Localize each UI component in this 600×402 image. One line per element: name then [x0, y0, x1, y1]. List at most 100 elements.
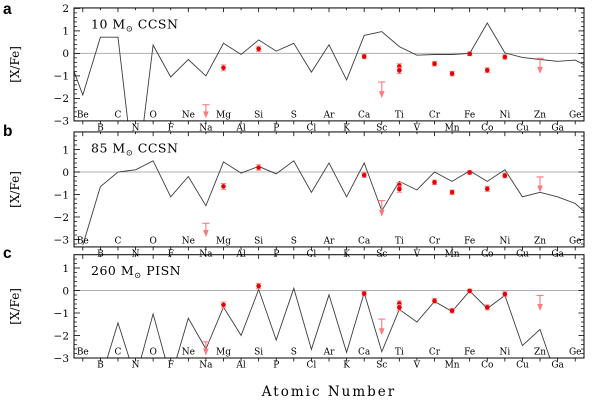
panel-letter-a: a [3, 1, 12, 18]
data-point-Si [256, 165, 261, 170]
observed-data-a [202, 45, 544, 119]
model-line-b [82, 160, 584, 246]
y-tick-label: −3 [54, 234, 69, 246]
data-point-Cr [432, 61, 437, 67]
data-point-Si [256, 46, 261, 52]
element-label-Ne: Ne [182, 236, 195, 246]
panel-frame [73, 254, 585, 359]
panel-letter-b: b [3, 123, 12, 140]
upper-limit-arrow-Zn [537, 303, 543, 311]
element-label-S: S [291, 236, 297, 246]
element-label-Ne: Ne [182, 348, 195, 358]
element-label-Ti: Ti [395, 236, 404, 246]
data-point-Ni [502, 54, 508, 60]
element-label-O: O [149, 110, 156, 120]
panel-title: 85 M⊙ CCSN [91, 140, 178, 158]
model-line-c [106, 286, 551, 359]
element-label-Cl: Cl [307, 360, 317, 370]
upper-limit-arrow-Zn [537, 66, 543, 74]
element-label-K: K [343, 360, 350, 370]
element-label-Ar: Ar [323, 110, 335, 120]
data-point-Mg [221, 65, 226, 71]
element-label-Be: Be [77, 348, 89, 358]
element-label-Cu: Cu [516, 360, 529, 370]
data-point-TiII [397, 305, 402, 310]
element-label-Sc: Sc [376, 360, 387, 370]
data-point-Ca [361, 54, 367, 59]
panel-title: 260 M⊙ PISN [91, 263, 181, 281]
element-label-Ge: Ge [569, 236, 582, 246]
y-tick-label: −3 [54, 353, 69, 365]
data-point-Mg [221, 184, 226, 189]
data-point-Mn [449, 308, 455, 314]
element-label-Cr: Cr [429, 236, 441, 246]
element-label-Ne: Ne [182, 110, 195, 120]
data-point-Mg [221, 302, 226, 308]
panel-frame [73, 7, 585, 122]
observed-data-b [202, 164, 544, 237]
element-label-Ar: Ar [323, 236, 335, 246]
element-label-Zn: Zn [534, 236, 546, 246]
element-label-Al: Al [235, 123, 245, 133]
data-point-Co [484, 67, 490, 73]
data-point-Cr [432, 298, 437, 304]
element-label-Fe: Fe [464, 236, 475, 246]
element-label-Co: Co [481, 360, 493, 370]
element-label-Zn: Zn [534, 348, 546, 358]
element-label-Ga: Ga [551, 360, 564, 370]
data-point-TiII [397, 68, 402, 73]
y-tick-label: −2 [54, 93, 69, 105]
panel-frame [73, 131, 585, 248]
element-label-Cl: Cl [307, 123, 317, 133]
y-tick-label: −1 [54, 308, 69, 320]
y-tick-label: 2 [62, 3, 69, 15]
element-label-Ni: Ni [499, 110, 510, 120]
y-tick-label: −1 [54, 189, 69, 201]
data-point-Ni [502, 173, 508, 178]
upper-limit-arrow-Na [203, 111, 209, 119]
data-point-TiII [397, 186, 402, 192]
element-label-Na: Na [199, 123, 213, 133]
element-label-C: C [115, 348, 122, 358]
y-tick-label: 1 [62, 26, 69, 38]
element-label-Mg: Mg [216, 236, 231, 246]
y-tick-label: −1 [54, 71, 69, 83]
panel-c: 10−1−2−3BeBCNOFNeNaMgAlSiPSClArKCaScTiVC… [3, 245, 585, 370]
element-label-Ti: Ti [395, 348, 404, 358]
panel-title: 10 M⊙ CCSN [91, 16, 178, 34]
element-label-B: B [97, 360, 104, 370]
element-label-Co: Co [481, 123, 493, 133]
element-label-P: P [273, 123, 279, 133]
element-label-Be: Be [77, 110, 89, 120]
element-label-S: S [291, 348, 297, 358]
element-label-F: F [168, 360, 174, 370]
data-point-Fe [467, 51, 472, 57]
element-label-Ni: Ni [499, 236, 510, 246]
data-point-Co [484, 186, 490, 192]
data-point-Ca [361, 291, 367, 296]
y-tick-label: 0 [62, 167, 69, 179]
model-line-a [74, 22, 584, 121]
y-axis-label-a: [X/Fe] [8, 46, 22, 83]
element-label-N: N [132, 360, 140, 370]
upper-limit-arrow-Sc [378, 209, 385, 217]
element-label-Ge: Ge [569, 348, 582, 358]
upper-limit-arrow-Zn [537, 185, 543, 193]
observed-data-c [202, 282, 544, 356]
element-label-V: V [413, 123, 421, 133]
element-label-Ca: Ca [358, 110, 371, 120]
y-axis-label-c: [X/Fe] [8, 288, 22, 325]
element-label-O: O [149, 348, 156, 358]
y-tick-label: 0 [62, 48, 69, 60]
element-label-C: C [115, 236, 122, 246]
element-label-Zn: Zn [534, 110, 546, 120]
element-label-Sc: Sc [376, 123, 387, 133]
element-label-Si: Si [254, 236, 263, 246]
upper-limit-arrow-Sc [378, 328, 385, 336]
data-point-Cr [432, 180, 437, 185]
panel-letter-c: c [3, 245, 12, 262]
element-label-Ni: Ni [499, 348, 510, 358]
